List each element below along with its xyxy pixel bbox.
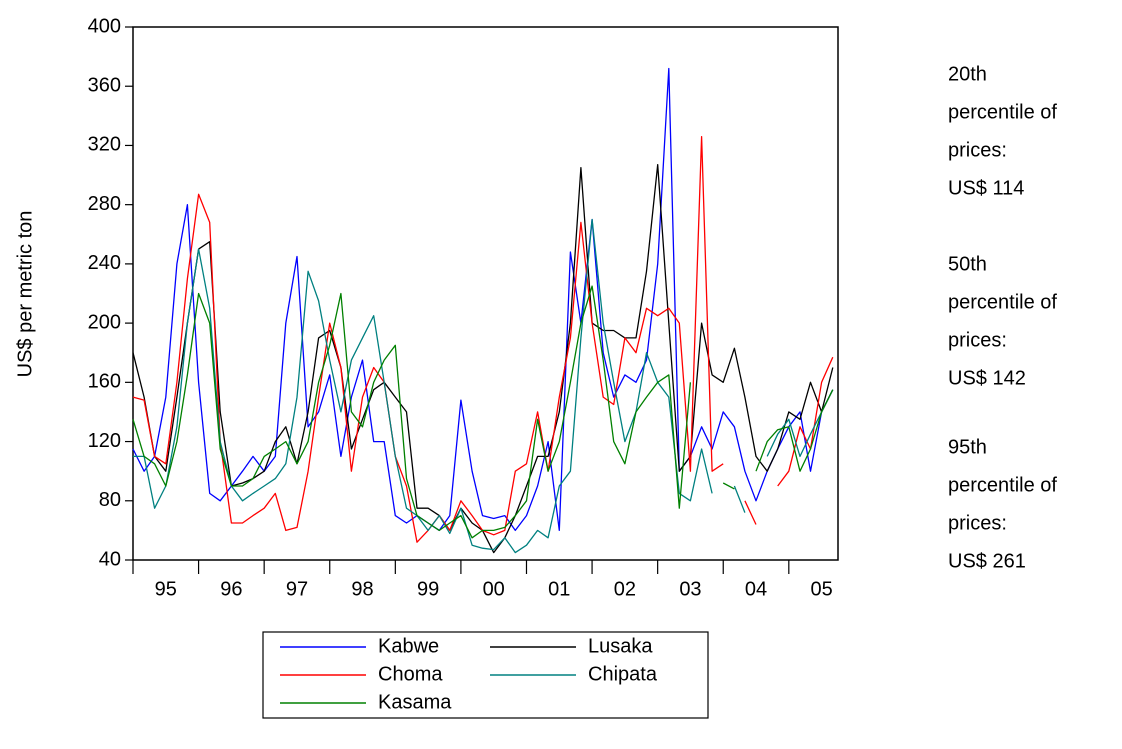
- y-tick-label: 360: [88, 75, 121, 97]
- annotation: 50th: [948, 253, 987, 275]
- annotation: prices:: [948, 512, 1007, 534]
- series-line: [133, 218, 834, 554]
- annotation: US$ 142: [948, 367, 1026, 389]
- annotation: US$ 114: [948, 177, 1024, 199]
- y-tick-label: 240: [88, 252, 121, 274]
- series-line: [132, 135, 834, 543]
- x-tick-label: 98: [351, 578, 373, 600]
- y-tick-label: 200: [88, 311, 121, 333]
- y-tick-label: 280: [88, 193, 121, 215]
- annotation: percentile of: [948, 101, 1057, 123]
- x-tick-label: 05: [810, 578, 832, 600]
- x-tick-label: 99: [417, 578, 439, 600]
- y-tick-label: 400: [88, 15, 121, 37]
- annotation: US$ 261: [948, 550, 1026, 572]
- y-axis-label: US$ per metric ton: [14, 211, 36, 378]
- annotation: prices:: [948, 139, 1007, 161]
- legend-label: Kasama: [378, 691, 452, 713]
- y-tick-label: 80: [99, 489, 121, 511]
- x-tick-label: 00: [483, 578, 505, 600]
- annotation: 20th: [948, 63, 987, 85]
- x-tick-label: 97: [286, 578, 308, 600]
- y-tick-label: 320: [88, 134, 121, 156]
- x-tick-label: 96: [220, 578, 242, 600]
- annotation: prices:: [948, 329, 1007, 351]
- y-tick-label: 160: [88, 371, 121, 393]
- annotation: percentile of: [948, 474, 1057, 496]
- x-tick-label: 01: [548, 578, 570, 600]
- legend-label: Chipata: [588, 663, 658, 685]
- x-tick-label: 02: [614, 578, 636, 600]
- x-tick-label: 95: [155, 578, 177, 600]
- legend-label: Lusaka: [588, 635, 653, 657]
- y-tick-label: 120: [88, 430, 121, 452]
- plot-frame: [132, 26, 839, 561]
- legend-label: Kabwe: [378, 635, 439, 657]
- series-line: [132, 67, 834, 532]
- x-tick-label: 04: [745, 578, 767, 600]
- annotation: percentile of: [948, 291, 1057, 313]
- annotation: 95th: [948, 436, 987, 458]
- y-tick-label: 40: [99, 548, 121, 570]
- series-line: [132, 285, 834, 539]
- legend-label: Choma: [378, 663, 443, 685]
- x-tick-label: 03: [679, 578, 701, 600]
